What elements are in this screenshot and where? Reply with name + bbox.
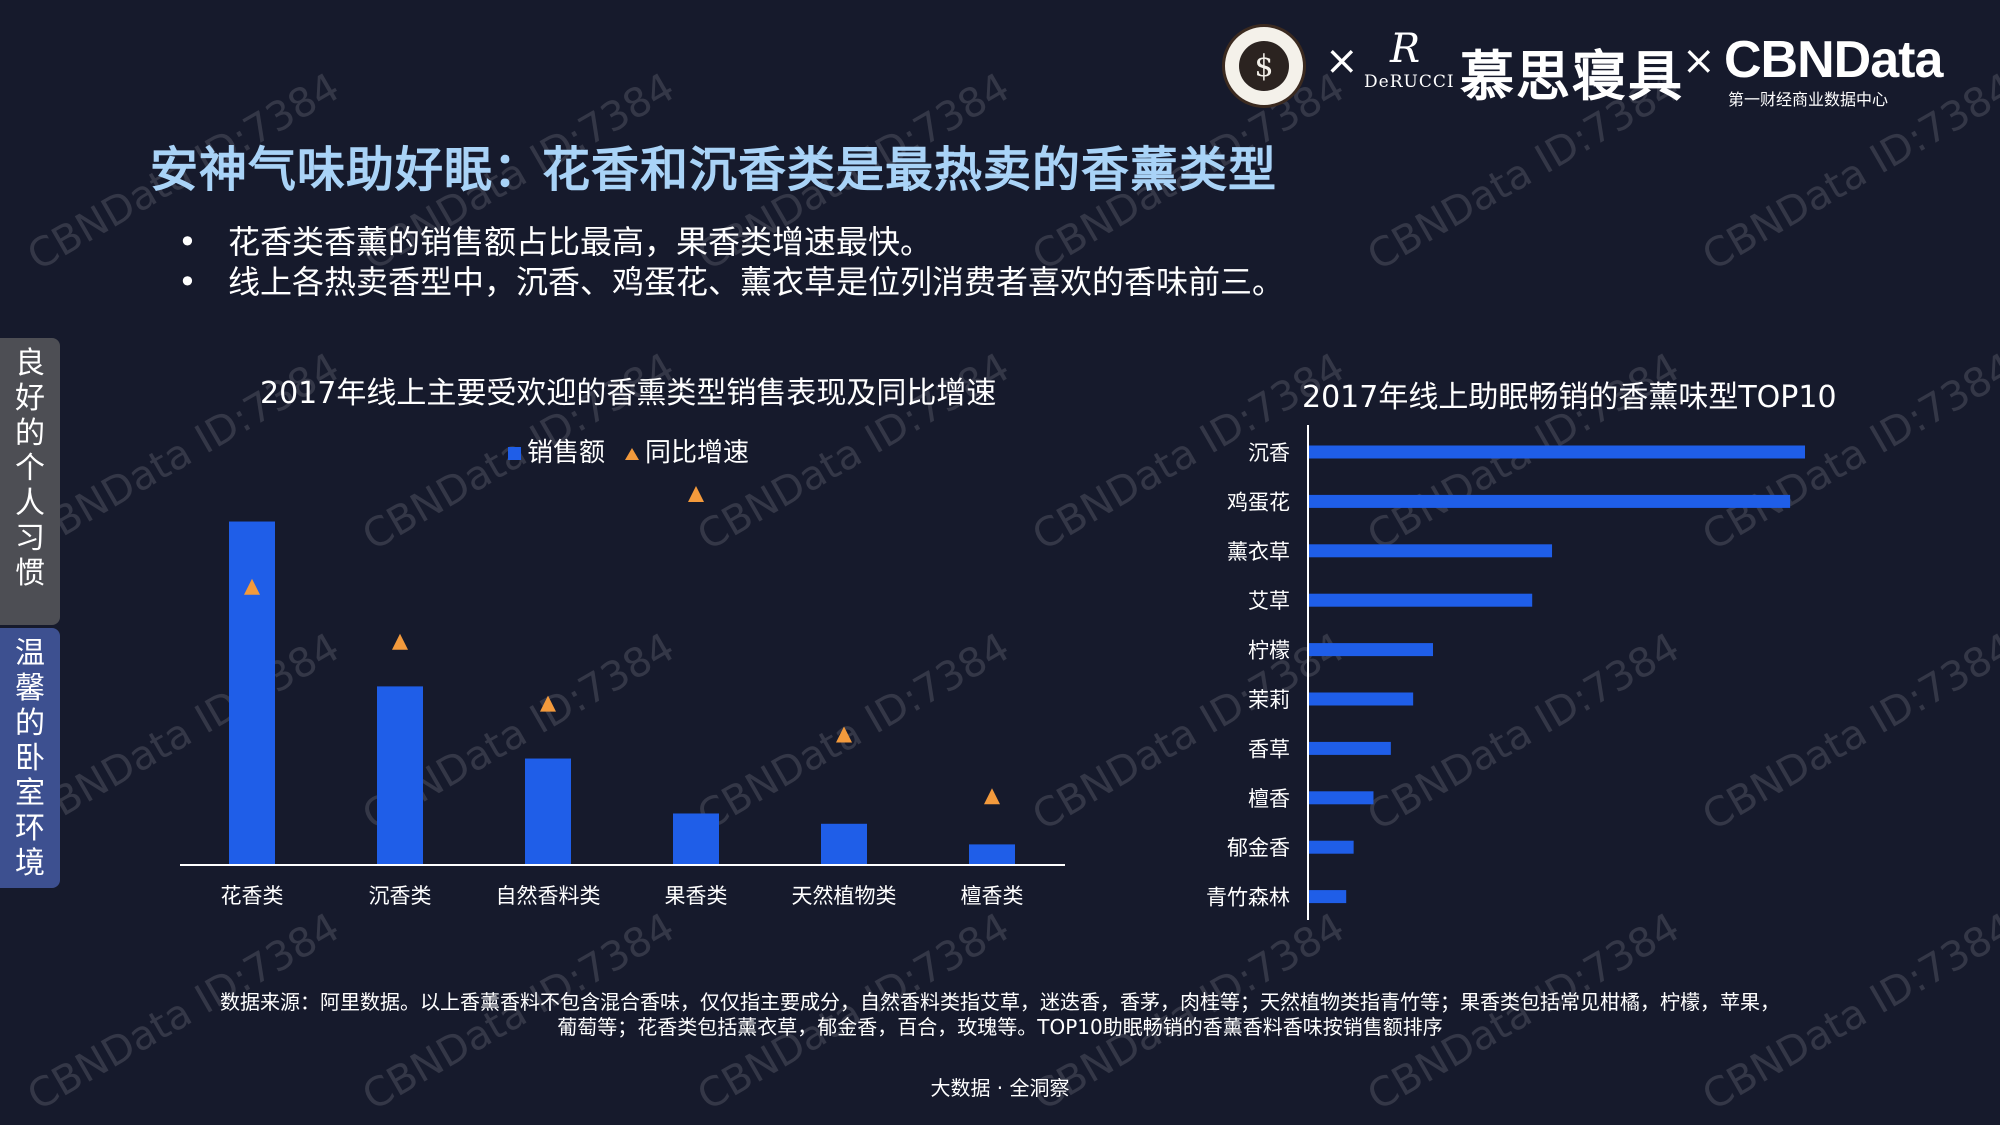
y-tick-label: 香草: [1248, 737, 1290, 761]
sleep-research-society-logo: $: [1222, 24, 1306, 108]
page-title: 安神气味助好眠：花香和沉香类是最热卖的香薰类型: [150, 142, 1278, 198]
y-tick-label: 茉莉: [1248, 688, 1290, 712]
y-tick-label: 沉香: [1248, 441, 1290, 465]
legend-label-sales: 销售额: [527, 438, 606, 468]
sales-bar: [821, 823, 867, 865]
x-tick-label: 檀香类: [961, 884, 1024, 908]
y-tick-label: 薰衣草: [1227, 540, 1290, 564]
growth-marker: [540, 695, 556, 712]
legend-swatch-triangle: [625, 447, 640, 460]
growth-marker: [688, 486, 704, 503]
footnote-line: 数据来源：阿里数据。以上香薰香料不包含混合香味，仅仅指主要成分，自然香料类指艾草…: [220, 990, 1780, 1014]
chart-title-sales: 2017年线上主要受欢迎的香熏类型销售表现及同比增速: [260, 376, 997, 411]
sales-bar: [673, 813, 719, 865]
top10-bar: [1309, 741, 1391, 755]
times-separator: ×: [1325, 38, 1359, 84]
top10-bar: [1309, 692, 1414, 706]
times-separator: ×: [1682, 38, 1716, 84]
cbndata-logo-subtitle: 第一财经商业数据中心: [1728, 90, 1889, 109]
y-tick-label: 鸡蛋花: [1227, 490, 1290, 514]
y-tick-label: 艾草: [1248, 589, 1290, 613]
footnote: 数据来源：阿里数据。以上香薰香料不包含混合香味，仅仅指主要成分，自然香料类指艾草…: [150, 990, 1850, 1040]
top10-bar: [1309, 593, 1533, 607]
top10-bar: [1309, 643, 1433, 657]
side-tab-personal-habits[interactable]: 良好的个人习惯: [0, 338, 60, 625]
bullet-list: • 花香类香薰的销售额占比最高，果香类增速最快。 • 线上各热卖香型中，沉香、鸡…: [178, 222, 1284, 302]
growth-marker: [984, 788, 1000, 805]
x-tick-label: 沉香类: [369, 884, 432, 908]
x-tick-label: 天然植物类: [792, 884, 897, 908]
sales-bar: [525, 758, 571, 865]
side-tab-bedroom-environment[interactable]: 温馨的卧室环境: [0, 628, 60, 888]
top10-bar: [1309, 890, 1347, 904]
y-tick-label: 檀香: [1248, 787, 1290, 811]
bullet-item: • 花香类香薰的销售额占比最高，果香类增速最快。: [178, 222, 1284, 262]
bullet-dot: •: [178, 223, 197, 261]
derucci-logo-text: DeRUCCI: [1364, 72, 1455, 92]
chart-legend: 销售额 同比增速: [508, 432, 749, 469]
growth-marker: [392, 633, 408, 650]
x-tick-label: 果香类: [665, 884, 728, 908]
bullet-dot: •: [178, 263, 197, 301]
x-tick-label: 花香类: [221, 884, 284, 908]
cbndata-logo: CBNData: [1724, 31, 1943, 89]
y-tick-label: 郁金香: [1227, 836, 1290, 860]
bullet-text: 花香类香薰的销售额占比最高，果香类增速最快。: [228, 223, 933, 261]
legend-label-growth: 同比增速: [645, 438, 750, 468]
legend-swatch-bar: [508, 447, 521, 460]
derucci-logo-mark: R: [1390, 26, 1421, 72]
growth-marker: [244, 578, 260, 595]
footnote-line: 葡萄等；花香类包括薰衣草，郁金香，百合，玫瑰等。TOP10助眠畅销的香薰香料香味…: [557, 1015, 1443, 1039]
top10-bar: [1309, 445, 1805, 459]
y-tick-label: 柠檬: [1248, 639, 1290, 663]
top10-bar: [1309, 494, 1791, 508]
x-tick-label: 自然香料类: [496, 884, 601, 908]
bullet-text: 线上各热卖香型中，沉香、鸡蛋花、薰衣草是位列消费者喜欢的香味前三。: [228, 263, 1285, 301]
footer-slogan: 大数据 · 全洞察: [930, 1076, 1070, 1100]
musi-logo: 慕思寝具: [1460, 44, 1684, 108]
top10-bar: [1309, 791, 1374, 805]
chart-title-top10: 2017年线上助眠畅销的香薰味型TOP10: [1302, 380, 1837, 415]
top10-bar: [1309, 544, 1553, 558]
sales-growth-bar-chart: 花香类 沉香类 自然香料类 果香类 天然植物类 檀香类: [180, 486, 1065, 908]
sales-bar: [969, 844, 1015, 865]
bullet-item: • 线上各热卖香型中，沉香、鸡蛋花、薰衣草是位列消费者喜欢的香味前三。: [178, 262, 1284, 302]
y-tick-label: 青竹森林: [1206, 886, 1290, 910]
sales-bar: [229, 521, 275, 865]
top10-bar: [1309, 840, 1354, 854]
growth-marker: [836, 726, 852, 743]
sales-bar: [377, 686, 423, 865]
